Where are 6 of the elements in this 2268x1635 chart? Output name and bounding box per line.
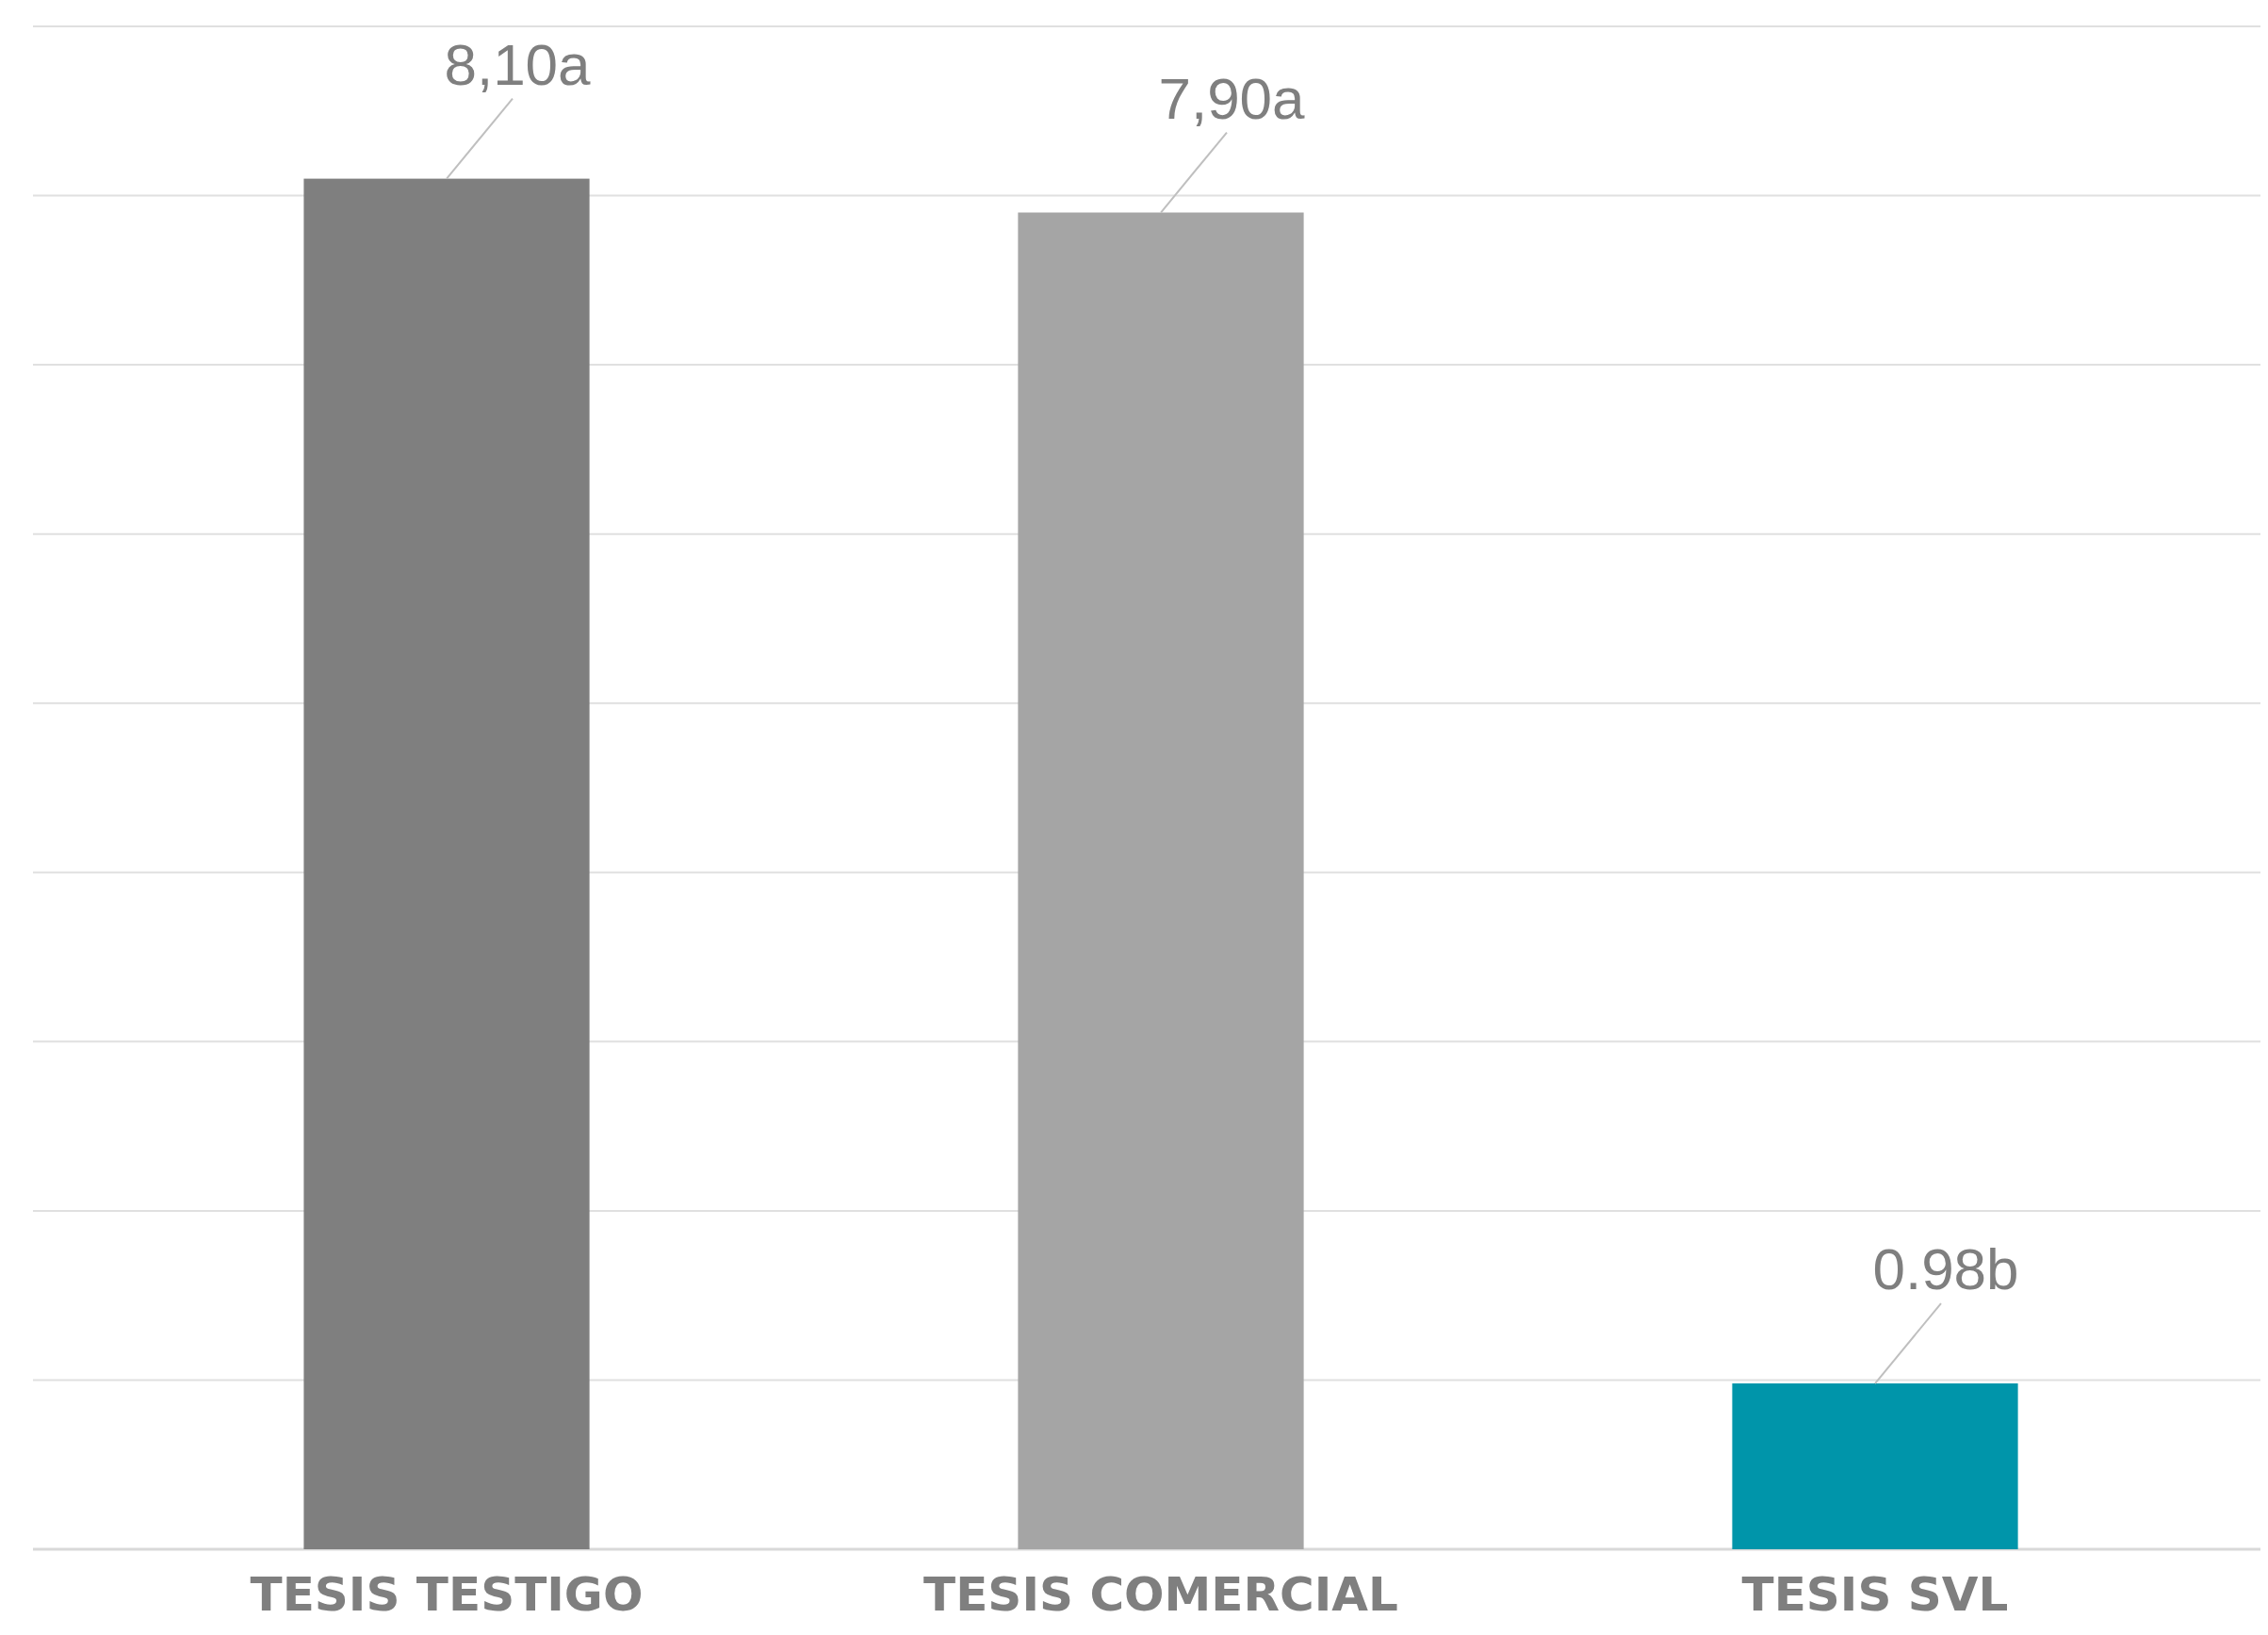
x-tick-label: TESIS TESTIGO xyxy=(250,1567,644,1622)
x-tick-label: TESIS COMERCIAL xyxy=(923,1567,1398,1622)
data-label: 7,90a xyxy=(1158,65,1306,131)
data-label: 0.98b xyxy=(1872,1236,2019,1302)
data-label: 8,10a xyxy=(444,31,592,97)
x-tick-label: TESIS SVL xyxy=(1741,1567,2009,1622)
